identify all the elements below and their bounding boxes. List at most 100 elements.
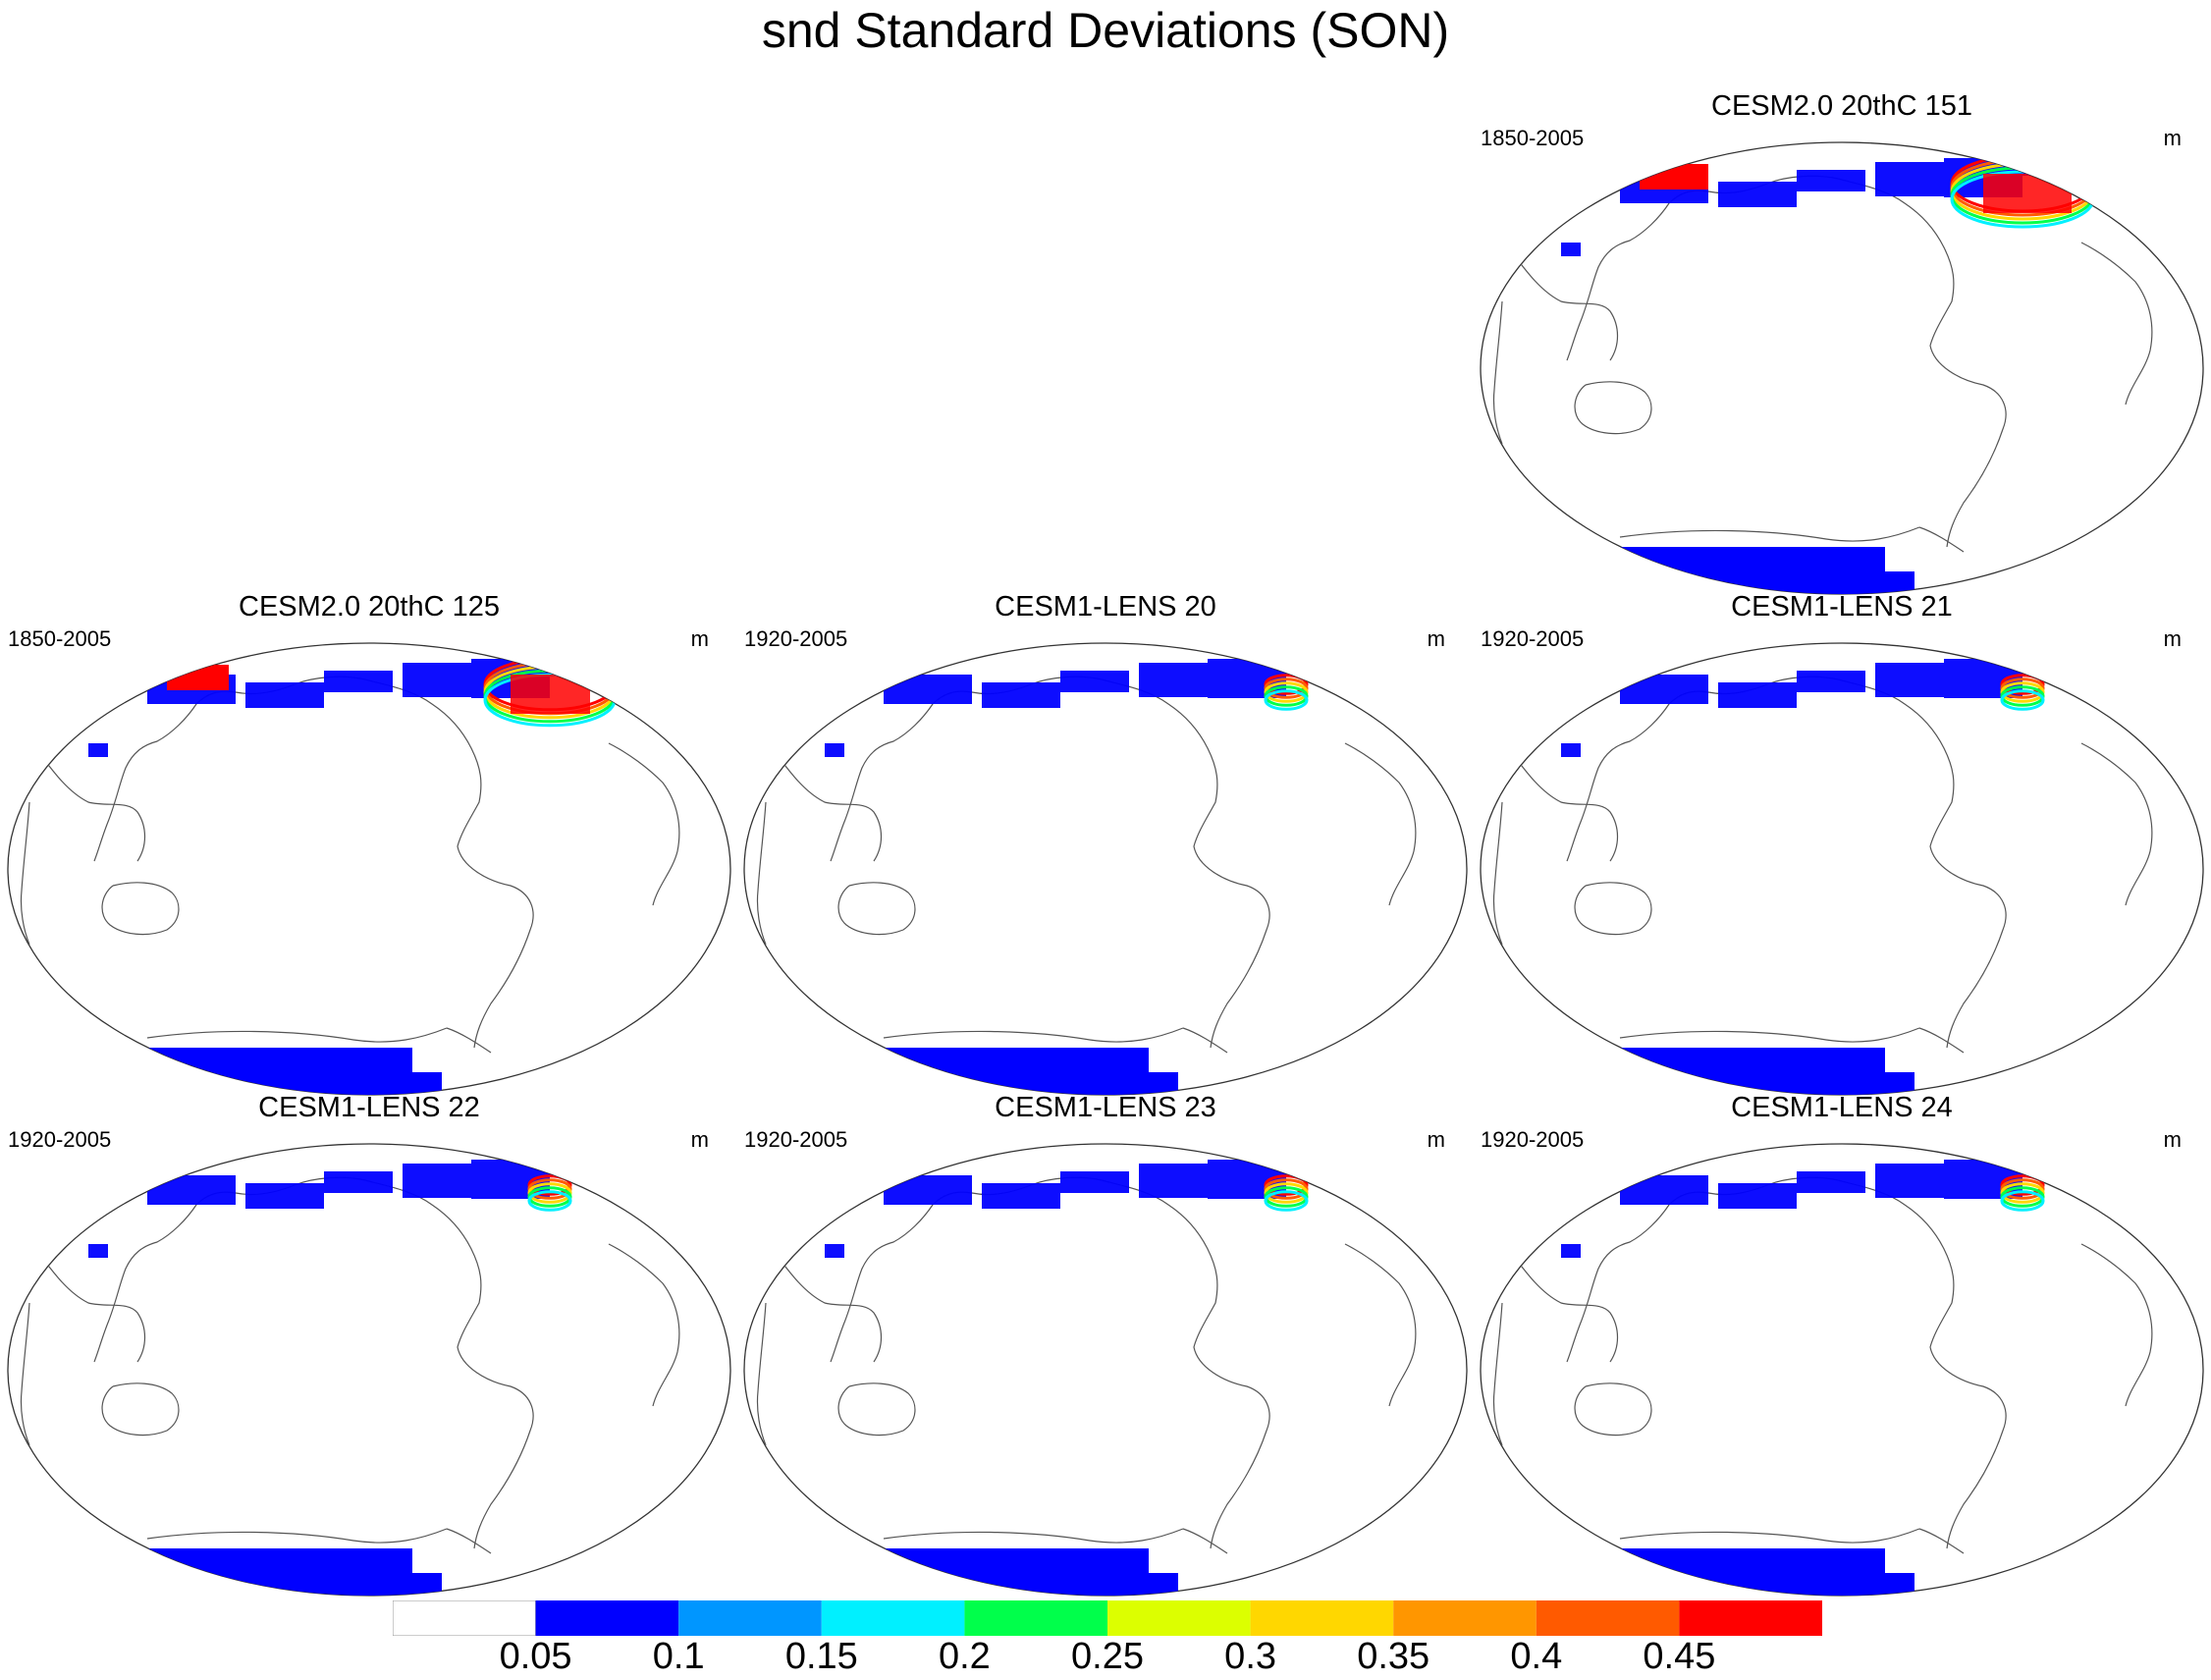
map-panel-lens-20: CESM1-LENS 20 1920-2005 m	[736, 591, 1475, 1102]
snow-sd-region	[147, 1573, 442, 1596]
snow-sd-max-region	[511, 675, 590, 714]
snow-sd-region	[2022, 154, 2062, 176]
snow-sd-region	[1718, 1183, 1797, 1209]
panel-unit: m	[2163, 626, 2182, 651]
snow-sd-region	[1797, 1171, 1865, 1193]
snow-sd-region	[1561, 243, 1581, 256]
snow-sd-region	[825, 1244, 844, 1258]
panel-title: CESM2.0 20thC 151	[1711, 90, 1972, 122]
colorbar-swatch	[393, 1600, 537, 1636]
coastline	[1182, 1528, 1228, 1554]
coastline	[837, 882, 916, 936]
coastline	[1619, 1027, 1920, 1043]
snow-sd-region	[884, 1175, 972, 1205]
coastline	[1101, 678, 1270, 1049]
snow-sd-region	[403, 1164, 471, 1198]
coastline	[837, 1382, 916, 1436]
coastline	[38, 752, 146, 862]
coastline	[756, 801, 767, 946]
coastline	[608, 1243, 680, 1407]
coastline	[1918, 1528, 1965, 1554]
coastline	[1619, 1528, 1920, 1544]
coastline	[2080, 742, 2153, 906]
map-panel-lens-21: CESM1-LENS 21 1920-2005 m	[1473, 591, 2211, 1102]
coastline	[1837, 178, 2007, 548]
snow-sd-region	[88, 743, 108, 757]
snow-sd-region	[550, 1156, 589, 1177]
snow-sd-region	[884, 1573, 1178, 1596]
coastline	[830, 1204, 934, 1363]
colorbar-tick-label: 0.25	[1071, 1636, 1144, 1677]
snow-sd-contour	[2000, 1190, 2045, 1212]
coastline	[756, 1302, 767, 1446]
coastline	[883, 1027, 1184, 1043]
coastline	[775, 1253, 883, 1363]
colorbar-swatch	[1107, 1600, 1251, 1636]
panel-unit: m	[690, 626, 709, 651]
panel-unit: m	[2163, 1127, 2182, 1152]
snow-sd-contour	[527, 1190, 572, 1212]
snow-sd-region	[1875, 663, 1944, 697]
colorbar-swatch	[964, 1600, 1107, 1636]
map-frame	[1480, 642, 2204, 1096]
panel-period: 1920-2005	[1481, 626, 1585, 651]
coastline	[1344, 1243, 1417, 1407]
map-panel-cesm2-125: CESM2.0 20thC 125 1850-2005 m	[0, 591, 738, 1102]
snow-sd-region	[245, 1183, 324, 1209]
coastline	[446, 1027, 492, 1054]
snow-sd-region	[982, 682, 1060, 708]
panel-period: 1850-2005	[8, 626, 112, 651]
snow-sd-region	[403, 663, 471, 697]
coastline	[20, 801, 30, 946]
snow-sd-region	[550, 655, 589, 677]
coastline	[1492, 801, 1503, 946]
snow-sd-region	[1620, 1175, 1708, 1205]
coastline	[1918, 526, 1965, 553]
world-map	[743, 642, 1468, 1096]
snow-sd-region	[2022, 1156, 2062, 1177]
coastline	[1344, 742, 1417, 906]
world-map	[1480, 141, 2204, 595]
coastline	[101, 1382, 180, 1436]
world-map	[7, 1143, 731, 1597]
figure-title: snd Standard Deviations (SON)	[761, 3, 1450, 58]
map-panel-lens-22: CESM1-LENS 22 1920-2005 m	[0, 1092, 738, 1602]
panel-title: CESM1-LENS 20	[995, 591, 1216, 623]
coastline	[364, 1179, 534, 1549]
colorbar-swatch	[1393, 1600, 1537, 1636]
snow-sd-region	[324, 1171, 393, 1193]
coastline	[1511, 1253, 1619, 1363]
coastline	[1511, 251, 1619, 361]
snow-sd-region	[1875, 162, 1944, 196]
coastline	[775, 752, 883, 862]
snow-sd-region	[1139, 663, 1208, 697]
panel-unit: m	[1427, 1127, 1445, 1152]
snow-sd-region	[1875, 1164, 1944, 1198]
snow-sd-region	[1620, 675, 1708, 704]
snow-sd-region	[1718, 682, 1797, 708]
snow-sd-max-region	[1983, 174, 2072, 213]
panel-unit: m	[690, 1127, 709, 1152]
coastline	[20, 1302, 30, 1446]
coastline	[1574, 882, 1652, 936]
snow-sd-region	[88, 1244, 108, 1258]
panel-period: 1920-2005	[744, 1127, 848, 1152]
snow-sd-region	[147, 1175, 236, 1205]
snow-sd-region	[1718, 182, 1797, 207]
coastline	[38, 1253, 146, 1363]
map-panel-lens-24: CESM1-LENS 24 1920-2005 m	[1473, 1092, 2211, 1602]
colorbar-swatch	[1536, 1600, 1680, 1636]
coastline	[1918, 1027, 1965, 1054]
colorbar-tick-label: 0.3	[1224, 1636, 1277, 1677]
colorbar-swatch	[535, 1600, 679, 1636]
coastline	[1574, 381, 1652, 435]
coastline	[1101, 1179, 1270, 1549]
coastline	[93, 703, 197, 862]
snow-sd-region	[2022, 655, 2062, 677]
world-map	[743, 1143, 1468, 1597]
snow-sd-region	[1139, 1164, 1208, 1198]
coastline	[1182, 1027, 1228, 1054]
world-map	[1480, 1143, 2204, 1597]
colorbar-tick-label: 0.1	[652, 1636, 705, 1677]
snow-sd-region	[884, 675, 972, 704]
